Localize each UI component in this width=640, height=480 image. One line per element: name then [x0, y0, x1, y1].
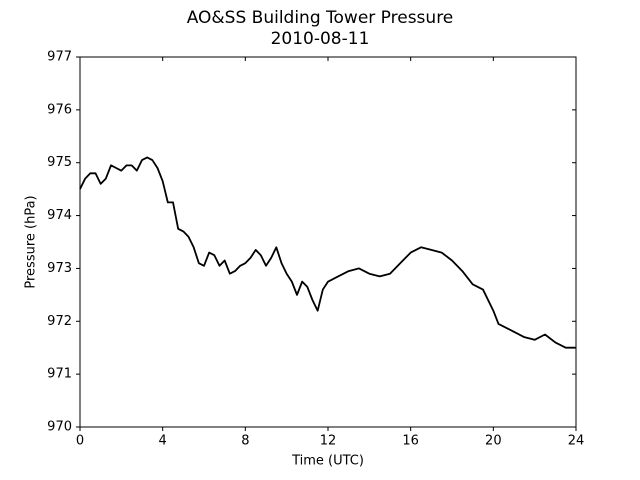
- y-tick-label: 971: [47, 367, 72, 382]
- y-tick-label: 975: [47, 155, 72, 170]
- x-tick-label: 24: [568, 434, 585, 449]
- y-tick-label: 972: [47, 314, 72, 329]
- x-tick-label: 20: [485, 434, 502, 449]
- y-tick-label: 974: [47, 208, 72, 223]
- x-tick-label: 0: [76, 434, 84, 449]
- y-tick-label: 976: [47, 102, 72, 117]
- chart-subtitle: 2010-08-11: [271, 29, 370, 49]
- y-tick-label: 977: [47, 50, 72, 65]
- y-axis-label: Pressure (hPa): [24, 195, 39, 288]
- chart-title: AO&SS Building Tower Pressure: [187, 8, 454, 28]
- x-tick-label: 8: [241, 434, 249, 449]
- x-tick-label: 12: [320, 434, 337, 449]
- data-line: [79, 156, 576, 349]
- y-tick-label: 973: [47, 261, 72, 276]
- y-tick-label: 970: [47, 420, 72, 435]
- plot-frame: [79, 56, 577, 428]
- x-tick-label: 16: [402, 434, 419, 449]
- x-tick-label: 4: [159, 434, 167, 449]
- x-axis-label: Time (UTC): [291, 454, 364, 469]
